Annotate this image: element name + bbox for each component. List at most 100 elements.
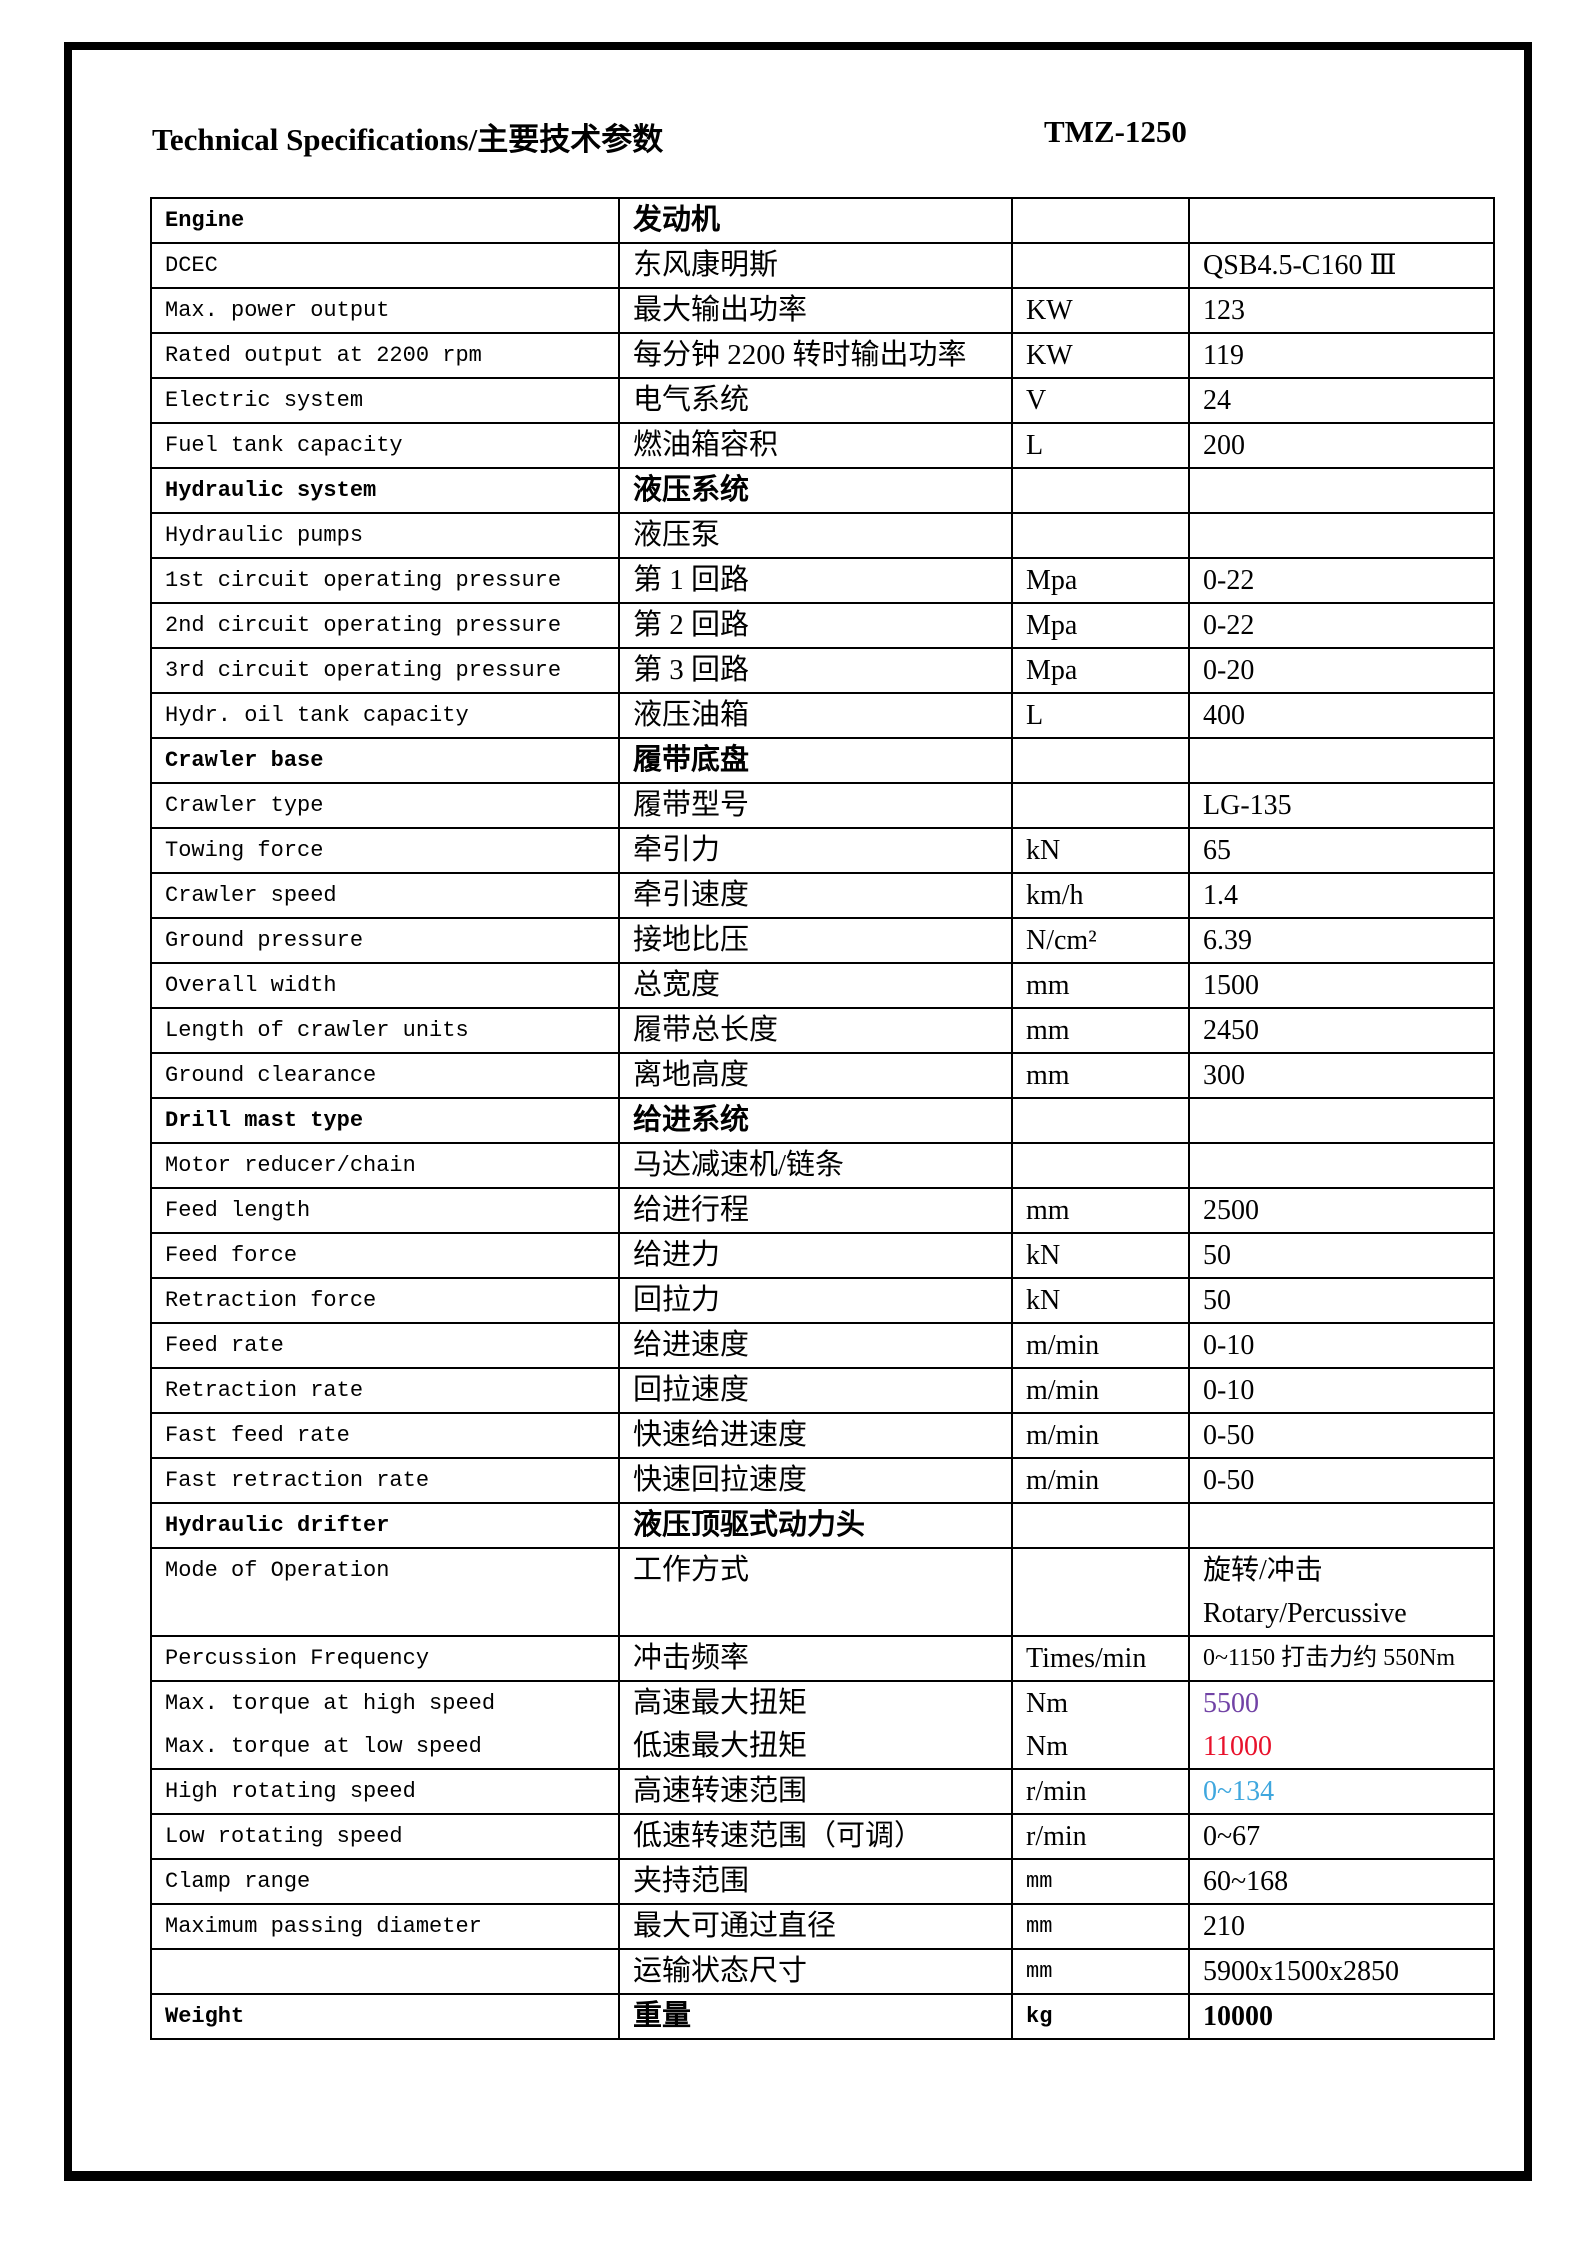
cell-text: Hydr. oil tank capacity xyxy=(165,703,469,728)
spec-cell-en: Weight xyxy=(150,1993,620,2040)
cell-text: 牵引速度 xyxy=(633,879,750,911)
spec-cell-cn: 第 3 回路 xyxy=(618,647,1013,694)
cell-text: 液压系统 xyxy=(633,474,750,506)
spec-cell-value: 65 xyxy=(1188,827,1495,874)
cell-text: 5500 xyxy=(1203,1688,1259,1719)
cell-text: 液压油箱 xyxy=(633,699,750,731)
cell-text: L xyxy=(1026,430,1044,461)
spec-cell-value: 2450 xyxy=(1188,1007,1495,1054)
table-row: Hydraulic system 液压系统 xyxy=(150,467,1495,514)
spec-cell-en: Crawler speed xyxy=(150,872,620,919)
spec-cell-cn: 冲击频率 xyxy=(618,1635,1013,1682)
cell-text xyxy=(1203,515,1492,556)
spec-cell-value xyxy=(1188,197,1495,244)
cell-text: 2nd circuit operating pressure xyxy=(165,613,562,638)
spec-cell-cn: 履带总长度 xyxy=(618,1007,1013,1054)
cell-text: 低速最大扭矩 xyxy=(633,1730,808,1762)
cell-text: m/min xyxy=(1026,1465,1100,1496)
spec-cell-cn: 给进行程 xyxy=(618,1187,1013,1234)
cell-text: 0-50 xyxy=(1203,1420,1255,1451)
cell-text: 回拉速度 xyxy=(633,1374,750,1406)
table-row: Overall width 总宽度 mm 1500 xyxy=(150,962,1495,1009)
spec-cell-value: 0-20 xyxy=(1188,647,1495,694)
cell-text: Feed rate xyxy=(165,1333,284,1358)
cell-text xyxy=(165,1951,617,1992)
spec-cell-en: Fast feed rate xyxy=(150,1412,620,1459)
spec-cell-en xyxy=(150,1948,620,1995)
cell-text: Overall width xyxy=(165,973,337,998)
cell-text: Towing force xyxy=(165,838,324,863)
table-row: Ground pressure 接地比压 N/cm² 6.39 xyxy=(150,917,1495,964)
cell-text: 5900x1500x2850 xyxy=(1203,1956,1399,1987)
cell-text: m/min xyxy=(1026,1420,1100,1451)
table-row: Ground clearance 离地高度 mm 300 xyxy=(150,1052,1495,1099)
spec-cell-en: Crawler base xyxy=(150,737,620,784)
cell-text: 低速转速范围（可调） xyxy=(633,1820,924,1852)
cell-text: Retraction force xyxy=(165,1288,377,1313)
cell-text: 1.4 xyxy=(1203,880,1238,911)
spec-cell-cn: 给进系统 xyxy=(618,1097,1013,1144)
spec-cell-en: Hydr. oil tank capacity xyxy=(150,692,620,739)
spec-cell-unit: m/min xyxy=(1011,1367,1190,1414)
cell-text xyxy=(1026,740,1187,781)
page-title: Technical Specifications/主要技术参数 xyxy=(152,122,664,157)
spec-cell-en: Rated output at 2200 rpm xyxy=(150,332,620,379)
table-row: Feed length 给进行程 mm 2500 xyxy=(150,1187,1495,1234)
cell-text: Low rotating speed xyxy=(165,1824,403,1849)
spec-cell-value: 0-10 xyxy=(1188,1322,1495,1369)
spec-cell-value: 0-22 xyxy=(1188,602,1495,649)
cell-text: 0-50 xyxy=(1203,1465,1255,1496)
cell-text: 总宽度 xyxy=(633,969,721,1001)
cell-text: 燃油箱容积 xyxy=(633,429,779,461)
table-row: Crawler type 履带型号 LG-135 xyxy=(150,782,1495,829)
cell-text: mm xyxy=(1026,1195,1070,1226)
cell-text: 2450 xyxy=(1203,1015,1259,1046)
cell-text: 马达减速机/链条 xyxy=(633,1149,845,1181)
spec-cell-unit: m/min xyxy=(1011,1457,1190,1504)
table-row: Fuel tank capacity 燃油箱容积 L 200 xyxy=(150,422,1495,469)
spec-cell-en: High rotating speed xyxy=(150,1768,620,1815)
spec-cell-value xyxy=(1188,1142,1495,1189)
cell-text: 重量 xyxy=(633,2000,692,2032)
cell-text: 第 1 回路 xyxy=(633,564,750,596)
cell-text: High rotating speed xyxy=(165,1779,416,1804)
spec-cell-cn: 高速转速范围 xyxy=(618,1768,1013,1815)
spec-cell-value: 2500 xyxy=(1188,1187,1495,1234)
cell-text: Nm xyxy=(1026,1688,1068,1719)
cell-text: Fuel tank capacity xyxy=(165,433,403,458)
spec-table-body: Engine 发动机 DCEC 东风康明斯 QSB4.5-C160 Ⅲ Max. powe… xyxy=(150,197,1495,2040)
table-row: Hydraulic drifter 液压顶驱式动力头 xyxy=(150,1502,1495,1549)
table-row: Max. power output 最大输出功率 KW 123 xyxy=(150,287,1495,334)
cell-text: m/min xyxy=(1026,1375,1100,1406)
spec-cell-en: Motor reducer/chain xyxy=(150,1142,620,1189)
spec-cell-unit: Mpa xyxy=(1011,647,1190,694)
spec-cell-cn: 最大输出功率 xyxy=(618,287,1013,334)
cell-text: 65 xyxy=(1203,835,1231,866)
spec-cell-cn: 燃油箱容积 xyxy=(618,422,1013,469)
cell-text: 给进速度 xyxy=(633,1329,750,1361)
cell-text: 200 xyxy=(1203,430,1245,461)
spec-cell-cn: 快速给进速度 xyxy=(618,1412,1013,1459)
spec-cell-en: Overall width xyxy=(150,962,620,1009)
cell-text: 快速给进速度 xyxy=(633,1419,808,1451)
cell-text: Mpa xyxy=(1026,655,1078,686)
spec-cell-unit: mm xyxy=(1011,1007,1190,1054)
spec-cell-en: 2nd circuit operating pressure xyxy=(150,602,620,649)
spec-cell-value: 0-50 xyxy=(1188,1457,1495,1504)
spec-cell-value: 0~1150 打击力约 550Nm xyxy=(1188,1635,1495,1682)
cell-text: Crawler base xyxy=(165,748,324,773)
cell-text: Feed force xyxy=(165,1243,298,1268)
spec-cell-unit: kN xyxy=(1011,827,1190,874)
table-row: Clamp range 夹持范围 mm 60~168 xyxy=(150,1858,1495,1905)
table-row: Feed force 给进力 kN 50 xyxy=(150,1232,1495,1279)
spec-cell-en: 1st circuit operating pressure xyxy=(150,557,620,604)
spec-cell-value: 1500 xyxy=(1188,962,1495,1009)
spec-cell-unit: mm xyxy=(1011,1858,1190,1905)
table-row: Electric system 电气系统 V 24 xyxy=(150,377,1495,424)
cell-text: Times/min xyxy=(1026,1643,1147,1674)
spec-cell-en: Fuel tank capacity xyxy=(150,422,620,469)
table-row: Hydraulic pumps 液压泵 xyxy=(150,512,1495,559)
spec-cell-unit: m/min xyxy=(1011,1412,1190,1459)
cell-text: 2500 xyxy=(1203,1195,1259,1226)
spec-cell-en: Feed length xyxy=(150,1187,620,1234)
